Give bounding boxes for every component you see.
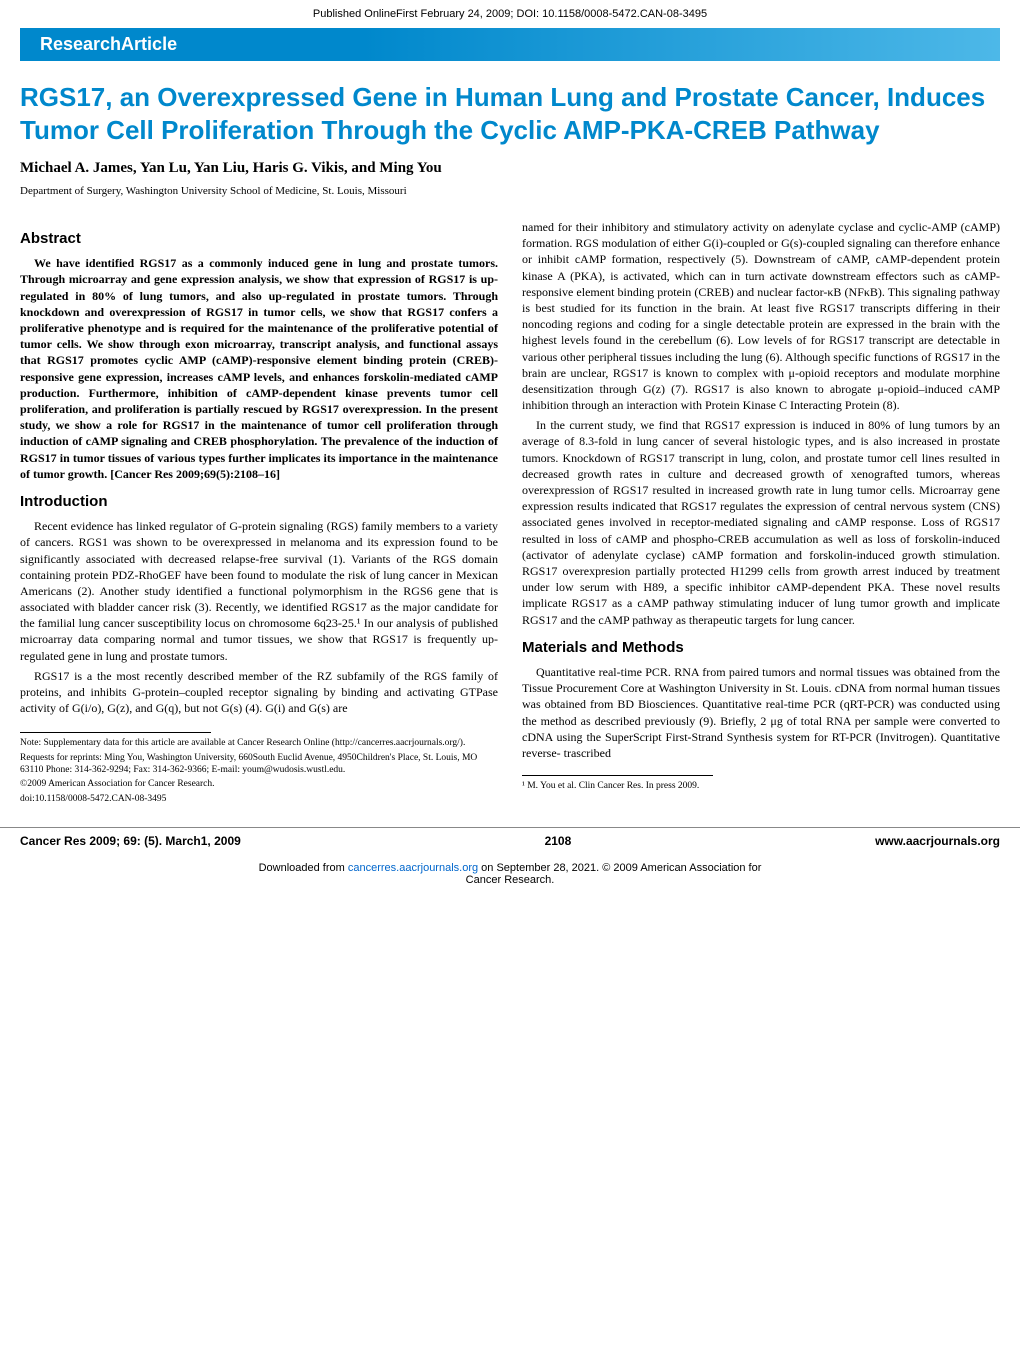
journal-site: www.aacrjournals.org (875, 834, 1000, 848)
methods-heading: Materials and Methods (522, 638, 1000, 658)
right-footnote-divider (522, 775, 713, 776)
methods-paragraph-1: Quantitative real-time PCR. RNA from pai… (522, 664, 1000, 761)
journal-citation: Cancer Res 2009; 69: (5). March1, 2009 (20, 834, 241, 848)
title-block: RGS17, an Overexpressed Gene in Human Lu… (0, 61, 1020, 219)
download-link[interactable]: cancerres.aacrjournals.org (348, 862, 478, 874)
article-title: RGS17, an Overexpressed Gene in Human Lu… (20, 81, 1000, 146)
intro-paragraph-2: RGS17 is a the most recently described m… (20, 668, 498, 717)
bottom-bar: Cancer Res 2009; 69: (5). March1, 2009 2… (0, 827, 1020, 854)
footnote-ref1: ¹ M. You et al. Clin Cancer Res. In pres… (522, 780, 1000, 792)
left-column: Abstract We have identified RGS17 as a c… (20, 219, 498, 807)
introduction-heading: Introduction (20, 492, 498, 512)
methods-body: Quantitative real-time PCR. RNA from pai… (522, 664, 1000, 761)
published-line: Published OnlineFirst February 24, 2009;… (313, 8, 707, 20)
abstract-text: We have identified RGS17 as a commonly i… (20, 255, 498, 482)
right-column-body: named for their inhibitory and stimulato… (522, 219, 1000, 628)
abstract-body: We have identified RGS17 as a commonly i… (20, 255, 498, 482)
intro-paragraph-1: Recent evidence has linked regulator of … (20, 518, 498, 664)
footnote-reprints: Requests for reprints: Ming You, Washing… (20, 752, 498, 777)
page-number: 2108 (545, 834, 572, 848)
introduction-body: Recent evidence has linked regulator of … (20, 518, 498, 716)
abstract-heading: Abstract (20, 229, 498, 249)
download-line2: Cancer Research. (466, 874, 555, 886)
download-notice: Downloaded from cancerres.aacrjournals.o… (0, 854, 1020, 900)
article-type-label: ResearchArticle (40, 34, 177, 54)
right-paragraph-2: In the current study, we find that RGS17… (522, 417, 1000, 627)
right-paragraph-1: named for their inhibitory and stimulato… (522, 219, 1000, 413)
page-header: Published OnlineFirst February 24, 2009;… (0, 0, 1020, 28)
two-column-body: Abstract We have identified RGS17 as a c… (0, 219, 1020, 807)
right-column: named for their inhibitory and stimulato… (522, 219, 1000, 807)
footnote-copyright: ©2009 American Association for Cancer Re… (20, 778, 498, 790)
footnote-divider (20, 732, 211, 733)
author-list: Michael A. James, Yan Lu, Yan Liu, Haris… (20, 160, 1000, 177)
affiliation: Department of Surgery, Washington Univer… (20, 185, 1000, 197)
download-prefix: Downloaded from (259, 862, 348, 874)
download-suffix: on September 28, 2021. © 2009 American A… (478, 862, 761, 874)
footnote-note: Note: Supplementary data for this articl… (20, 737, 498, 749)
footnote-doi: doi:10.1158/0008-5472.CAN-08-3495 (20, 793, 498, 805)
research-article-banner: ResearchArticle (20, 28, 1000, 61)
